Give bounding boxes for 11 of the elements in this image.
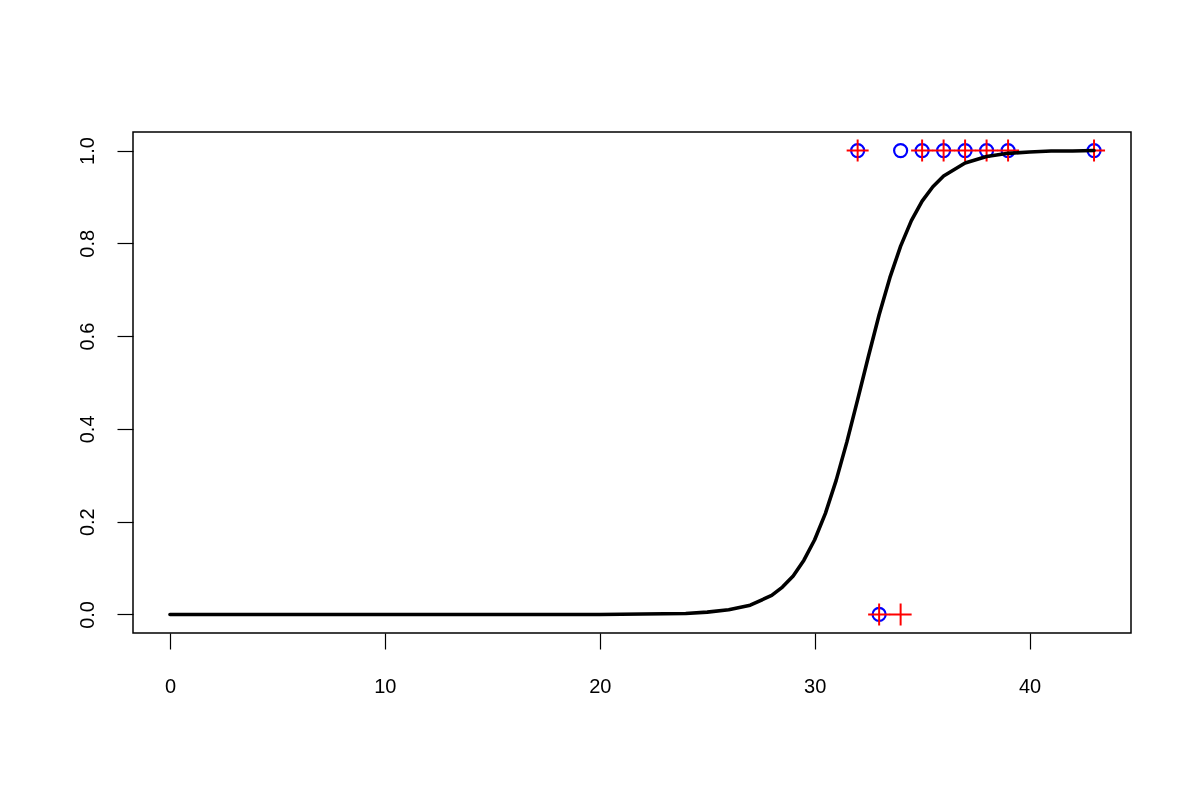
y-tick-label: 0.6 xyxy=(75,322,98,351)
y-tick-label: 0.4 xyxy=(75,415,98,444)
y-tick-label: 0.8 xyxy=(75,229,98,258)
x-tick-label: 10 xyxy=(374,674,397,697)
y-tick-label: 1.0 xyxy=(75,137,98,165)
x-tick-label: 0 xyxy=(164,674,177,697)
x-tick-label: 30 xyxy=(804,674,827,697)
y-tick-label: 0.0 xyxy=(75,601,98,629)
y-tick-label: 0.2 xyxy=(75,508,98,537)
x-tick-label: 40 xyxy=(1018,674,1042,697)
x-tick-label: 20 xyxy=(589,674,612,697)
